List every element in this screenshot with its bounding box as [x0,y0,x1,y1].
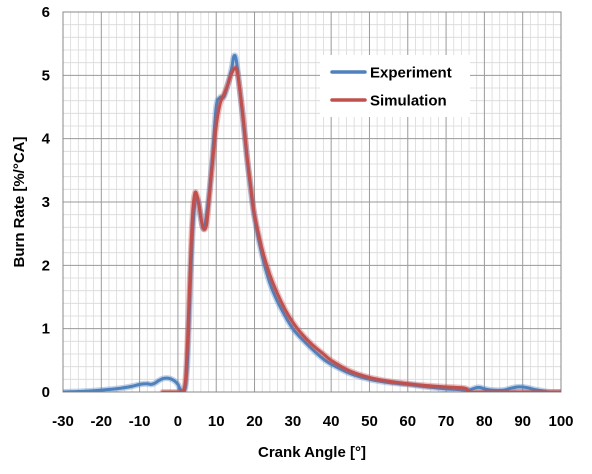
x-tick-label: -30 [52,413,74,430]
y-tick-label: 0 [42,384,50,401]
y-axis-tick-labels: 0 1 2 3 4 5 6 [42,4,51,401]
plot-area-frame [62,11,562,393]
legend-label-simulation: Simulation [370,93,447,110]
x-tick-label: 100 [548,413,573,430]
x-axis-tick-labels: -30 -20 -10 0 10 20 30 40 50 60 70 80 90 100 [52,413,573,430]
y-tick-label: 3 [42,194,50,211]
y-tick-label: 5 [42,67,50,84]
legend-label-experiment: Experiment [370,65,452,82]
y-tick-label: 1 [42,321,50,338]
y-tick-label: 4 [42,131,51,148]
x-tick-label: 60 [399,413,416,430]
x-tick-label: 10 [208,413,225,430]
x-tick-label: 30 [285,413,302,430]
y-tick-label: 6 [42,4,50,21]
x-tick-label: 20 [246,413,263,430]
y-axis-title: Burn Rate [%/°CA] [11,136,28,267]
x-tick-label: 90 [514,413,531,430]
x-tick-label: 80 [476,413,493,430]
x-tick-label: 70 [438,413,455,430]
x-axis-title: Crank Angle [°] [258,444,366,461]
legend: Experiment Simulation [320,55,470,117]
x-tick-label: -10 [129,413,151,430]
x-tick-label: -20 [90,413,112,430]
series-line-experiment [63,53,561,392]
major-grid [62,11,562,393]
y-tick-label: 2 [42,257,50,274]
series-layer [63,52,561,392]
series-line-simulation [161,66,561,392]
x-tick-label: 40 [323,413,340,430]
x-tick-label: 0 [174,413,182,430]
legend-background [320,55,470,117]
x-tick-label: 50 [361,413,378,430]
